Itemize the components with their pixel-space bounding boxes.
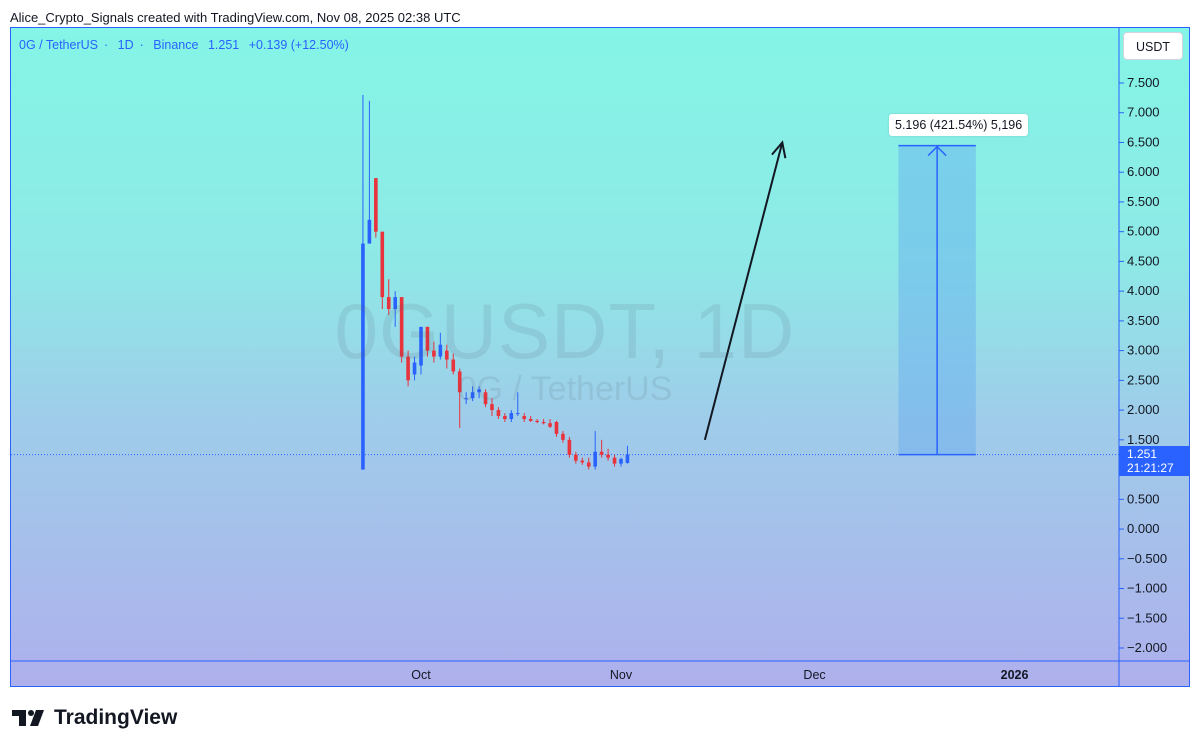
price-change: +0.139 (+12.50%) bbox=[248, 38, 349, 52]
candle-body bbox=[406, 356, 410, 381]
chart-attribution: Alice_Crypto_Signals created with Tradin… bbox=[10, 10, 461, 25]
y-tick-label: 2.000 bbox=[1127, 402, 1160, 417]
price-chart[interactable]: 7.500 7.000 6.500 6.000 5.500 5.000 4.500 4.000… bbox=[11, 28, 1190, 687]
y-tick-label: 2.500 bbox=[1127, 372, 1160, 387]
y-tick-label: −1.000 bbox=[1127, 581, 1167, 596]
y-tick-label: 4.000 bbox=[1127, 283, 1160, 298]
y-tick-label: 1.500 bbox=[1127, 432, 1160, 447]
candle-body bbox=[432, 350, 436, 357]
symbol-exchange: Binance bbox=[153, 38, 199, 52]
candle-body bbox=[393, 297, 397, 309]
symbol-pair[interactable]: 0G / TetherUS bbox=[19, 38, 98, 52]
candle-body bbox=[509, 413, 514, 420]
y-tick-label: 5.000 bbox=[1127, 224, 1160, 239]
candle-body bbox=[399, 297, 404, 357]
y-tick-label: 5.500 bbox=[1127, 194, 1160, 209]
y-tick-label: 0.500 bbox=[1127, 491, 1160, 506]
last-price: 1.251 bbox=[207, 38, 240, 52]
candle-body bbox=[522, 416, 527, 420]
candle-body bbox=[470, 392, 475, 399]
symbol-info-bar[interactable]: 0G / TetherUS · 1D · Binance 1.251 +0.139 … bbox=[19, 38, 349, 52]
y-tick-label: −0.500 bbox=[1127, 551, 1167, 566]
price-range-label: 5.196 (421.54%) 5,196 bbox=[889, 114, 1029, 136]
y-tick-label: 7.500 bbox=[1127, 75, 1160, 90]
y-tick-label: −1.500 bbox=[1127, 610, 1167, 625]
candle-body bbox=[541, 422, 546, 424]
candle-body bbox=[361, 243, 365, 470]
candle-body bbox=[367, 219, 372, 244]
candle-body bbox=[606, 454, 610, 458]
candle-body bbox=[464, 398, 468, 400]
price-range-arrow-head bbox=[927, 145, 947, 157]
candle-body bbox=[386, 297, 391, 309]
candle-body bbox=[599, 451, 604, 455]
candle-body bbox=[374, 178, 378, 232]
candle-body bbox=[528, 419, 533, 421]
candle-body bbox=[438, 344, 443, 357]
trend-arrow-head bbox=[771, 140, 787, 159]
tradingview-logo-icon bbox=[12, 710, 44, 726]
x-tick-label: Oct bbox=[411, 668, 431, 682]
candle-body bbox=[412, 362, 417, 375]
y-tick-label: −2.000 bbox=[1127, 640, 1167, 655]
y-tick-label: 3.000 bbox=[1127, 343, 1160, 358]
candle-body bbox=[554, 422, 559, 434]
candle-body bbox=[612, 457, 617, 464]
candle-body bbox=[567, 439, 572, 455]
y-tick-label: 4.500 bbox=[1127, 253, 1160, 268]
candle-body bbox=[535, 420, 539, 422]
chart-panel[interactable]: 7.500 7.000 6.500 6.000 5.500 5.000 4.500 4.000… bbox=[10, 27, 1190, 687]
candle-body bbox=[419, 326, 423, 366]
y-tick-label: 3.500 bbox=[1127, 313, 1160, 328]
candle-body bbox=[457, 371, 462, 393]
current-price-tag: 1.251 21:21:27 bbox=[1119, 446, 1189, 476]
candle-body bbox=[619, 458, 623, 464]
candle-body bbox=[483, 392, 488, 405]
symbol-interval[interactable]: 1D bbox=[117, 38, 134, 52]
trend-arrow-shaft bbox=[703, 142, 784, 441]
current-price-value: 1.251 bbox=[1127, 447, 1158, 461]
candle-body bbox=[503, 416, 507, 420]
candle-body bbox=[445, 350, 449, 360]
candle-body bbox=[477, 389, 481, 393]
y-tick-label: 6.500 bbox=[1127, 134, 1160, 149]
y-tick-label: 6.000 bbox=[1127, 164, 1160, 179]
x-tick-label: Nov bbox=[610, 668, 633, 682]
candle-body bbox=[425, 326, 430, 351]
tradingview-logo[interactable]: TradingView bbox=[12, 705, 177, 731]
y-tick-label: 7.000 bbox=[1127, 105, 1160, 120]
candle-body bbox=[580, 460, 585, 463]
symbol-watermark: 0GUSDT, 1D bbox=[334, 287, 796, 375]
candle-body bbox=[490, 404, 494, 411]
candle-body bbox=[586, 462, 591, 467]
symbol-description-watermark: 0G / TetherUS bbox=[457, 370, 673, 408]
candle-body bbox=[451, 359, 456, 372]
tradingview-wordmark: TradingView bbox=[54, 706, 178, 729]
x-tick-label: 2026 bbox=[1001, 668, 1029, 682]
candle-body bbox=[380, 231, 385, 298]
x-tick-label: Dec bbox=[803, 668, 825, 682]
candle-body bbox=[548, 423, 552, 427]
candle-body bbox=[625, 454, 630, 463]
y-tick-label: 0.000 bbox=[1127, 521, 1160, 536]
candle-body bbox=[561, 433, 565, 440]
currency-button[interactable]: USDT bbox=[1123, 32, 1183, 60]
candle-body bbox=[574, 454, 578, 461]
candle-body bbox=[496, 410, 501, 417]
candle-body bbox=[515, 413, 520, 415]
candle-body bbox=[593, 451, 597, 467]
bar-countdown: 21:21:27 bbox=[1127, 461, 1174, 475]
